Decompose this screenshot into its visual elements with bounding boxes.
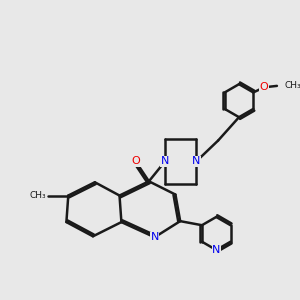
Text: O: O <box>131 156 140 167</box>
Text: N: N <box>192 156 200 167</box>
Text: N: N <box>150 232 159 242</box>
Text: O: O <box>260 82 268 92</box>
Text: CH₃: CH₃ <box>284 81 300 90</box>
Text: N: N <box>161 156 169 167</box>
Text: N: N <box>212 245 220 255</box>
Text: CH₃: CH₃ <box>30 191 46 200</box>
